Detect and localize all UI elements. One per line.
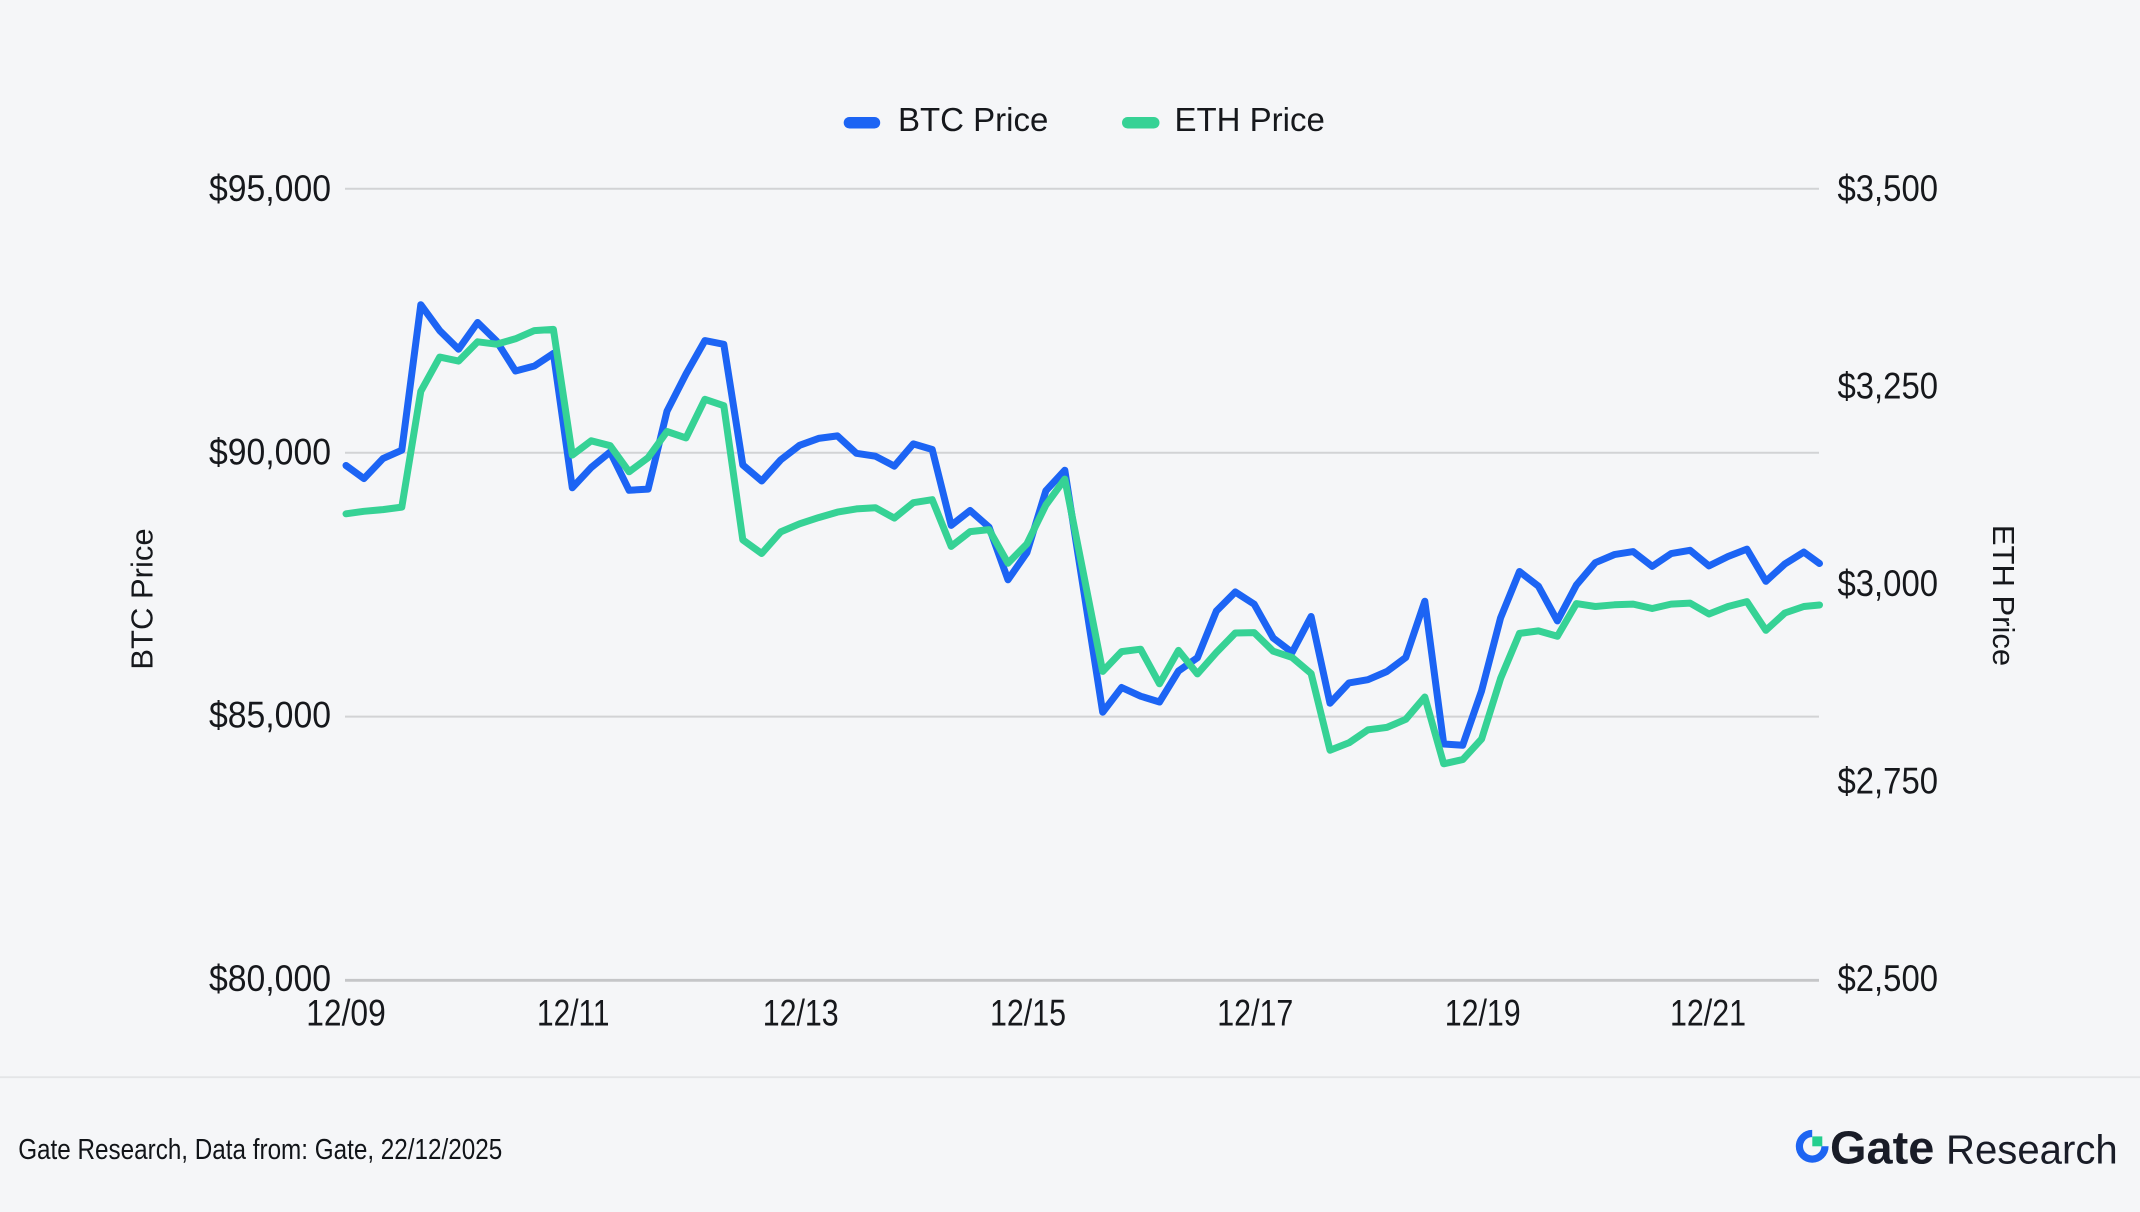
svg-text:Research: Research xyxy=(1946,1127,2118,1173)
svg-text:12/17: 12/17 xyxy=(1217,992,1293,1033)
svg-text:BTC Price: BTC Price xyxy=(125,528,160,669)
svg-text:$2,500: $2,500 xyxy=(1838,958,1939,999)
svg-text:$80,000: $80,000 xyxy=(209,958,331,999)
svg-text:$95,000: $95,000 xyxy=(209,168,331,209)
svg-text:$90,000: $90,000 xyxy=(209,432,331,473)
svg-text:12/21: 12/21 xyxy=(1670,992,1746,1033)
svg-text:$3,000: $3,000 xyxy=(1838,563,1939,604)
svg-text:$3,500: $3,500 xyxy=(1838,168,1939,209)
svg-text:Gate: Gate xyxy=(1830,1122,1934,1174)
svg-text:$3,250: $3,250 xyxy=(1838,366,1939,407)
svg-text:ETH Price: ETH Price xyxy=(1175,101,1325,138)
svg-text:ETH Price: ETH Price xyxy=(1986,525,2021,666)
svg-text:12/15: 12/15 xyxy=(990,992,1066,1033)
svg-text:$2,750: $2,750 xyxy=(1838,761,1939,802)
svg-text:Gate Research, Data from: Gate: Gate Research, Data from: Gate, 22/12/20… xyxy=(18,1134,502,1166)
svg-text:12/19: 12/19 xyxy=(1445,992,1521,1033)
svg-text:BTC Price: BTC Price xyxy=(898,101,1048,138)
svg-text:12/13: 12/13 xyxy=(763,992,839,1033)
svg-text:12/09: 12/09 xyxy=(306,992,386,1033)
svg-text:$85,000: $85,000 xyxy=(209,695,331,736)
svg-text:12/11: 12/11 xyxy=(537,992,610,1033)
